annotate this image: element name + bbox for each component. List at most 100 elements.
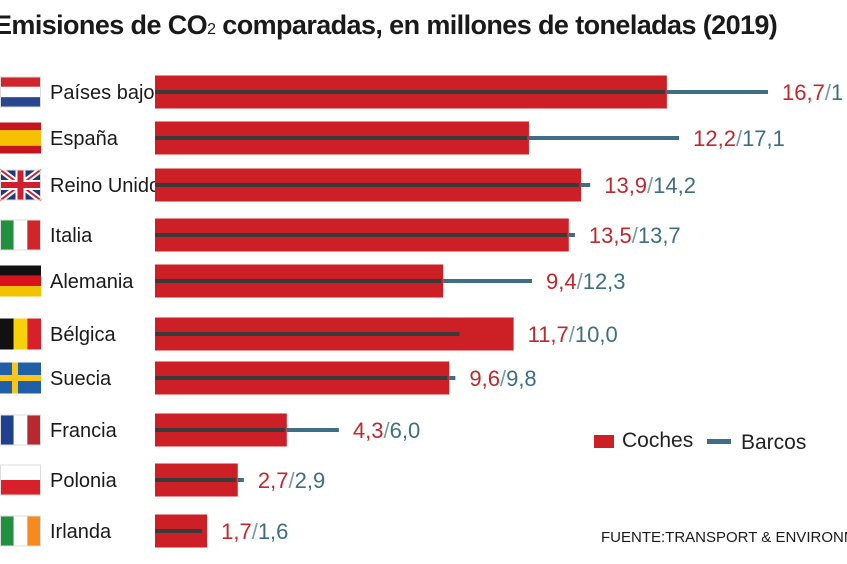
legend-coches-swatch (594, 435, 614, 448)
flag-stripe (27, 414, 41, 446)
flag-stripe (0, 480, 41, 496)
flag-stripe (0, 464, 41, 480)
flag-stripe (27, 318, 41, 350)
flag-stripe (0, 145, 41, 154)
row-suecia: Suecia 9,6/9,8 (0, 361, 537, 395)
value-label-reino-unido: 13,9/14,2 (604, 173, 696, 198)
flag-netherlands-icon (0, 76, 41, 108)
flag-border (0, 464, 41, 496)
legend-barcos-label: Barcos (741, 431, 806, 454)
value-label-italia: 13,5/13,7 (589, 223, 681, 248)
value-coches-alemania: 9,4 (546, 269, 577, 294)
value-coches-irlanda: 1,7 (221, 519, 252, 544)
row-alemania: Alemania 9,4/12,3 (0, 264, 626, 298)
country-label-alemania: Alemania (50, 271, 134, 293)
flag-stripe (0, 122, 41, 131)
value-separator: / (647, 173, 654, 198)
flag-stripe (13, 318, 28, 350)
value-separator: / (825, 80, 832, 105)
flag-stripe (0, 265, 41, 276)
flag-france-icon (0, 414, 41, 446)
value-label-irlanda: 1,7/1,6 (221, 519, 288, 544)
value-separator: / (569, 322, 576, 347)
value-label-polonia: 2,7/2,9 (258, 468, 325, 493)
row-polonia: Polonia 2,7/2,9 (0, 463, 325, 497)
flag-sweden-icon (0, 362, 41, 394)
flag-cross-red-h (0, 182, 41, 188)
value-label-alemania: 9,4/12,3 (546, 269, 626, 294)
title-subscript: 2 (207, 21, 216, 38)
flag-poland-icon (0, 464, 41, 496)
flag-border (0, 76, 41, 108)
country-label-belgica: Bélgica (50, 324, 116, 346)
value-coches-italia: 13,5 (589, 223, 632, 248)
value-label-francia: 4,3/6,0 (353, 418, 420, 443)
value-barcos-reino-unido: 14,2 (653, 173, 696, 198)
legend-coches-label: Coches (622, 429, 693, 452)
value-coches-polonia: 2,7 (258, 468, 289, 493)
country-label-irlanda: Irlanda (50, 521, 112, 543)
row-italia: Italia 13,5/13,7 (0, 218, 681, 252)
legend: Coches Barcos (594, 429, 806, 454)
value-barcos-belgica: 10,0 (575, 322, 618, 347)
country-label-paises-bajos: Países bajos (50, 82, 165, 104)
flag-stripe (0, 97, 41, 108)
value-coches-espana: 12,2 (693, 126, 736, 151)
value-label-espana: 12,2/17,1 (693, 126, 785, 151)
row-reino-unido: Reino Unido 13,9/14,2 (0, 167, 696, 203)
value-label-paises-bajos: 16,7/1 (782, 80, 843, 105)
value-label-suecia: 9,6/9,8 (469, 366, 536, 391)
value-separator: / (577, 269, 584, 294)
flag-border (0, 515, 41, 547)
flag-stripe (0, 414, 14, 446)
value-coches-paises-bajos: 16,7 (782, 80, 825, 105)
flag-stripe (13, 219, 28, 251)
flag-stripe (27, 219, 41, 251)
flag-stripe (0, 86, 41, 98)
title-rest: comparadas, en millones de toneladas (20… (215, 10, 778, 40)
flag-belgium-icon (0, 318, 41, 350)
value-separator: / (736, 126, 743, 151)
value-barcos-francia: 6,0 (390, 418, 421, 443)
value-barcos-suecia: 9,8 (506, 366, 537, 391)
row-belgica: Bélgica 11,7/10,0 (0, 317, 618, 351)
legend-barcos-swatch (707, 439, 731, 444)
value-barcos-alemania: 12,3 (583, 269, 626, 294)
value-separator: / (383, 418, 390, 443)
flag-spain-icon (0, 122, 41, 154)
title-main: Emisiones de CO (0, 10, 208, 40)
country-label-polonia: Polonia (50, 470, 118, 492)
country-label-francia: Francia (50, 420, 118, 442)
value-coches-francia: 4,3 (353, 418, 384, 443)
value-coches-reino-unido: 13,9 (604, 173, 647, 198)
flag-germany-icon (0, 265, 41, 297)
value-coches-suecia: 9,6 (469, 366, 500, 391)
chart-title: Emisiones de CO2 comparadas, en millones… (0, 10, 778, 41)
flag-cross-h (0, 375, 41, 381)
country-label-reino-unido: Reino Unido (50, 175, 160, 197)
flag-stripe (27, 515, 41, 547)
row-irlanda: Irlanda 1,7/1,6 (0, 514, 288, 548)
value-separator: / (632, 223, 639, 248)
value-coches-belgica: 11,7 (528, 322, 569, 347)
value-barcos-irlanda: 1,6 (258, 519, 289, 544)
value-separator: / (288, 468, 295, 493)
flag-stripe (0, 130, 41, 146)
flag-stripe (0, 219, 14, 251)
flag-stripe (13, 414, 28, 446)
value-separator: / (252, 519, 259, 544)
flag-border (0, 169, 41, 201)
flag-stripe (0, 275, 41, 287)
country-label-espana: España (50, 128, 119, 150)
flag-stripe (13, 515, 28, 547)
country-label-suecia: Suecia (50, 368, 112, 390)
row-paises-bajos: Países bajos 16,7/1 (0, 75, 843, 109)
value-barcos-paises-bajos: 1 (831, 80, 843, 105)
value-barcos-espana: 17,1 (742, 126, 785, 151)
country-label-italia: Italia (50, 225, 93, 247)
value-label-belgica: 11,7/10,0 (528, 322, 618, 347)
row-espana: España 12,2/17,1 (0, 121, 785, 155)
value-separator: / (500, 366, 507, 391)
